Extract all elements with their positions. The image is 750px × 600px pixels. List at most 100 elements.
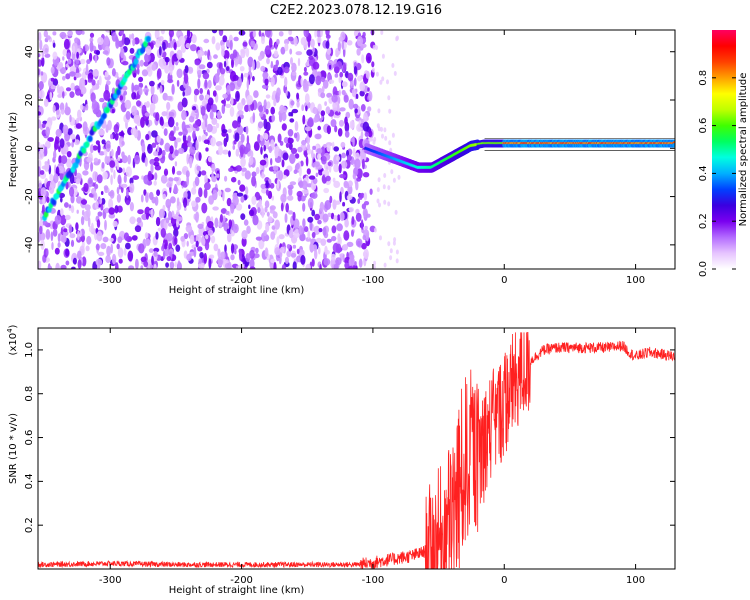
noise-speck [98, 129, 105, 136]
noise-speck [305, 237, 312, 242]
snr-frame [37, 327, 676, 570]
noise-speck [183, 191, 188, 200]
noise-speck [264, 247, 269, 258]
noise-speck [162, 193, 166, 200]
noise-speck [86, 208, 91, 218]
noise-speck [346, 40, 353, 46]
noise-speck [221, 129, 228, 134]
noise-speck [396, 35, 399, 41]
colorbar-ticks: 0.0 0.2 0.4 0.6 0.8 [698, 70, 736, 277]
noise-speck [166, 182, 173, 188]
noise-speck [303, 71, 309, 76]
noise-speck [75, 178, 81, 185]
noise-speck [194, 119, 201, 126]
noise-speck [140, 256, 147, 263]
noise-speck [125, 166, 132, 177]
noise-speck [333, 180, 341, 188]
noise-speck [280, 193, 287, 203]
noise-speck [304, 93, 310, 104]
noise-speck [238, 56, 243, 65]
noise-speck [189, 157, 193, 169]
noise-speck [387, 185, 391, 191]
noise-speck [161, 149, 166, 157]
noise-speck [159, 58, 167, 70]
noise-speck [330, 119, 337, 128]
noise-speck [233, 36, 239, 42]
noise-speck [65, 102, 68, 112]
noise-speck [331, 94, 338, 103]
noise-speck [138, 76, 144, 82]
noise-speck [373, 260, 377, 266]
noise-speck [52, 31, 57, 36]
noise-speck [341, 40, 345, 50]
noise-speck [278, 234, 285, 240]
noise-speck [38, 59, 42, 67]
noise-speck [201, 237, 206, 246]
noise-speck [206, 102, 211, 113]
noise-speck [173, 177, 179, 182]
noise-speck [115, 262, 119, 269]
noise-speck [39, 39, 43, 51]
noise-speck [253, 141, 260, 152]
noise-speck [191, 34, 197, 44]
noise-speck [38, 182, 42, 189]
noise-speck [85, 245, 90, 252]
noise-speck [40, 187, 47, 198]
noise-speck [355, 93, 359, 99]
noise-speck [356, 36, 363, 47]
noise-speck [216, 122, 220, 129]
noise-speck [232, 120, 239, 129]
noise-speck [106, 144, 111, 149]
noise-speck [320, 110, 326, 117]
noise-speck [76, 117, 80, 125]
noise-speck [237, 116, 242, 125]
noise-speck [226, 228, 230, 235]
noise-speck [307, 37, 311, 48]
noise-speck [395, 249, 399, 255]
noise-speck [95, 140, 100, 146]
noise-speck [331, 253, 336, 261]
noise-speck [249, 258, 255, 269]
x-tick-label: 100 [626, 575, 645, 586]
noise-speck [236, 265, 239, 269]
noise-speck [300, 77, 304, 87]
noise-speck [264, 45, 271, 55]
noise-speck [206, 94, 210, 100]
noise-speck [80, 234, 86, 243]
noise-speck [154, 30, 160, 40]
noise-speck [341, 81, 348, 88]
snr-y-axis-label: SNR (10 * v/v) [8, 413, 19, 484]
noise-speck [184, 206, 187, 211]
noise-speck [338, 119, 345, 127]
noise-speck [271, 195, 275, 201]
noise-speck [259, 159, 267, 166]
noise-speck [160, 30, 165, 35]
noise-speck [42, 44, 50, 55]
noise-speck [60, 264, 67, 269]
noise-speck [207, 221, 214, 228]
x-tick-label: -100 [362, 575, 385, 586]
noise-speck [321, 155, 327, 165]
noise-speck [65, 73, 71, 80]
noise-speck [141, 104, 147, 116]
noise-speck [168, 222, 173, 227]
noise-speck [95, 258, 103, 266]
noise-speck [38, 142, 41, 147]
noise-speck [158, 36, 162, 42]
noise-speck [301, 104, 305, 112]
noise-speck [169, 261, 175, 269]
noise-speck [293, 132, 298, 139]
noise-speck [270, 76, 275, 87]
colorbar-tick-label: 0.0 [698, 261, 709, 277]
noise-speck [62, 75, 66, 81]
noise-speck [136, 63, 140, 70]
noise-speck [240, 167, 247, 172]
noise-speck [318, 246, 321, 255]
noise-speck [274, 247, 281, 256]
noise-speck [205, 234, 209, 240]
noise-speck [44, 53, 51, 58]
noise-speck [186, 253, 192, 261]
noise-speck [202, 72, 210, 80]
y-tick-label: -20 [24, 188, 35, 204]
noise-speck [69, 114, 72, 123]
